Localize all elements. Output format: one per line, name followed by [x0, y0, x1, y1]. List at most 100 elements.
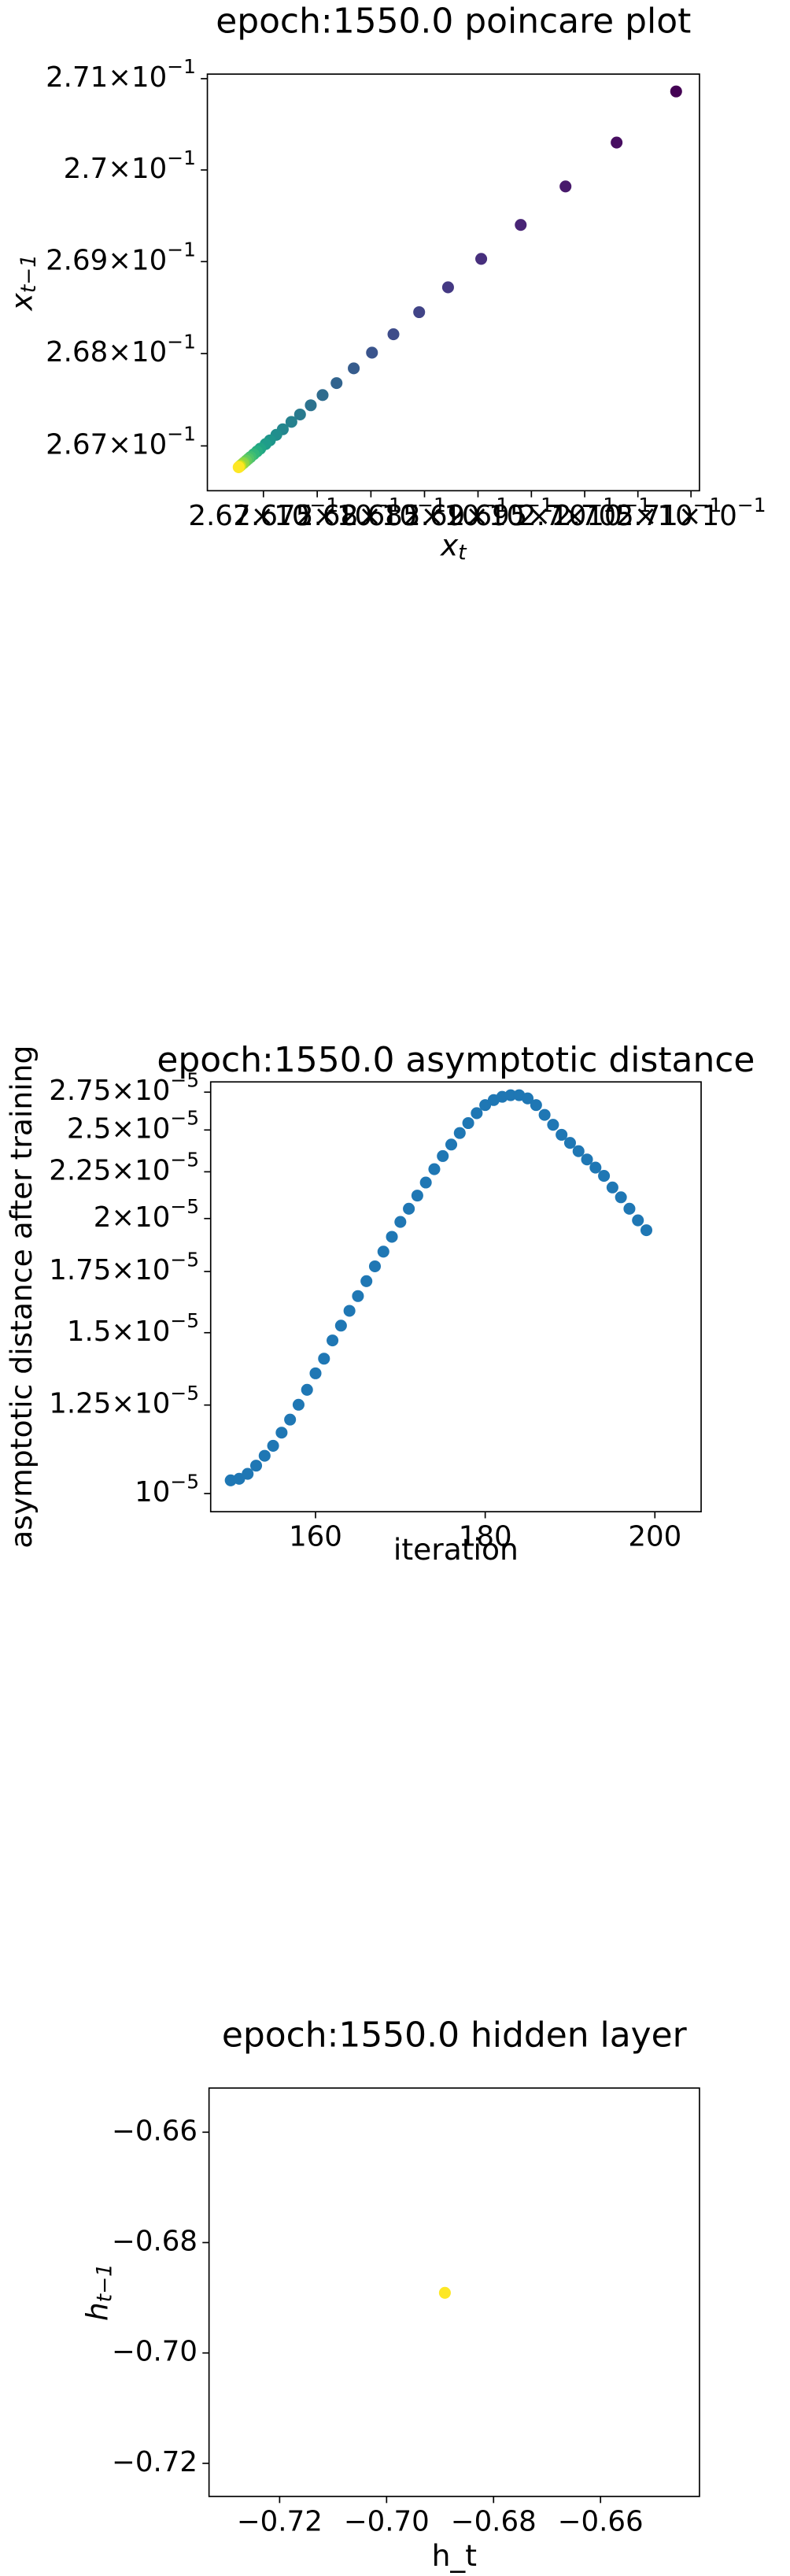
y-tick-label: −0.68 [112, 2225, 198, 2257]
y-tick-label: 2×10−5 [94, 1195, 199, 1234]
x-tick-label-exp: −1 [372, 494, 401, 516]
y-axis-label-sub: t−1 [93, 2263, 116, 2302]
point [318, 1353, 330, 1365]
x-tick-label-base: 2.71×10 [616, 500, 737, 532]
point [285, 416, 297, 428]
y-tick-label-base: −0.72 [112, 2446, 198, 2478]
point [530, 1099, 542, 1112]
chart-title: epoch:1550.0 poincare plot [216, 1, 691, 41]
point [275, 1427, 288, 1439]
y-tick-label-exp: −5 [170, 1470, 199, 1493]
x-tick-label: 2.685×10−1 [341, 494, 508, 532]
y-tick-label: −0.66 [112, 2115, 198, 2147]
y-tick-label: 1.25×10−5 [49, 1382, 199, 1420]
y-tick-label: 10−5 [135, 1470, 199, 1508]
y-tick-label: 2.75×10−5 [49, 1069, 199, 1108]
point [598, 1170, 611, 1183]
point [343, 1305, 356, 1317]
point [411, 1190, 423, 1202]
y-tick-label-base: 1.5×10 [67, 1316, 171, 1348]
plot-frame [206, 73, 700, 492]
point [437, 1149, 449, 1162]
point [242, 1468, 254, 1480]
y-tick-label-exp: −1 [167, 55, 196, 78]
y-tick-label-base: −0.70 [112, 2336, 198, 2368]
y-tick-label: 2.69×10−1 [46, 239, 196, 277]
y-tick-label-base: 2.68×10 [46, 336, 167, 368]
x-tick-label-exp: −1 [480, 494, 509, 516]
x-tick-label-exp: −1 [737, 494, 766, 516]
y-tick-label: 2.67×10−1 [46, 423, 196, 461]
y-tick-label-base: 2.71×10 [46, 61, 167, 94]
y-tick-label-exp: −5 [170, 1382, 199, 1405]
y-tick-label: −0.70 [112, 2336, 198, 2368]
x-tick-label: −0.70 [344, 2505, 430, 2537]
y-tick-label-base: 1.75×10 [49, 1254, 170, 1286]
point [301, 1383, 313, 1396]
y-tick-label-exp: −1 [167, 146, 196, 169]
x-tick-label: 2.675×10−1 [233, 494, 401, 532]
point [413, 305, 426, 319]
x-tick-label-exp: −1 [622, 494, 652, 516]
y-tick-label-base: 2.25×10 [49, 1154, 170, 1186]
point [471, 1107, 483, 1120]
y-tick-label-base: 10 [135, 1476, 170, 1508]
x-tick-label: 200 [628, 1521, 681, 1553]
y-axis-label-sub: t−1 [17, 254, 41, 293]
point [419, 1176, 432, 1189]
x-tick-label: 2.69×10−1 [403, 494, 553, 532]
point [348, 362, 360, 375]
plot-frame [208, 2087, 700, 2497]
x-axis-label: h_t [432, 2538, 477, 2573]
x-tick-label-exp: −1 [417, 494, 446, 516]
y-tick-label-base: 2.67×10 [46, 428, 167, 461]
y-tick-label-exp: −1 [167, 330, 196, 353]
point [445, 1138, 458, 1151]
point [403, 1202, 415, 1215]
x-tick-label-base: −0.72 [237, 2505, 323, 2537]
x-tick-label: 2.705×10−1 [554, 494, 722, 532]
point [623, 1202, 636, 1215]
y-axis-label: ht−1 [79, 2263, 116, 2321]
x-tick-label: −0.72 [237, 2505, 323, 2537]
x-tick-label-base: 2.675×10 [233, 500, 372, 532]
point [441, 281, 454, 294]
x-axis-label-sub: t [458, 541, 467, 564]
point [309, 1367, 322, 1379]
x-tick-label: 160 [289, 1521, 342, 1553]
point [515, 219, 527, 231]
point [386, 1231, 398, 1243]
y-tick-label-base: 2.75×10 [49, 1075, 170, 1107]
x-axis-label: xt [440, 527, 467, 564]
point [632, 1214, 644, 1227]
y-axis-label-base: x [4, 292, 39, 311]
point [547, 1119, 559, 1131]
point [366, 346, 378, 359]
y-tick-label-base: 2.7×10 [64, 153, 168, 185]
x-tick-label-base: 2.67×10 [188, 500, 309, 532]
y-tick-label: 2.5×10−5 [67, 1107, 199, 1146]
x-tick-label: 2.695×10−1 [448, 494, 615, 532]
y-tick-label-base: −0.68 [112, 2225, 198, 2257]
point [611, 136, 623, 149]
point [284, 1413, 297, 1426]
x-tick-label: 2.67×10−1 [188, 494, 338, 532]
x-tick-label: 180 [459, 1521, 512, 1553]
y-tick-label-base: 1.25×10 [49, 1388, 170, 1420]
x-tick-label-exp: −1 [524, 494, 553, 516]
x-axis-label-base: x [440, 527, 459, 562]
y-tick-label-exp: −5 [170, 1149, 199, 1171]
y-tick-label: 2.71×10−1 [46, 55, 196, 94]
point [581, 1153, 593, 1166]
x-tick-label-base: 2.69×10 [403, 500, 524, 532]
x-tick-label: 2.71×10−1 [616, 494, 766, 532]
x-tick-label-base: 2.68×10 [296, 500, 417, 532]
y-axis-label: asymptotic distance after training [4, 1046, 39, 1549]
x-tick-label: −0.66 [558, 2505, 644, 2537]
point [368, 1260, 382, 1273]
point [640, 1224, 653, 1237]
x-tick-label-exp: −1 [310, 494, 339, 516]
point [327, 1334, 339, 1347]
point [377, 1245, 389, 1258]
